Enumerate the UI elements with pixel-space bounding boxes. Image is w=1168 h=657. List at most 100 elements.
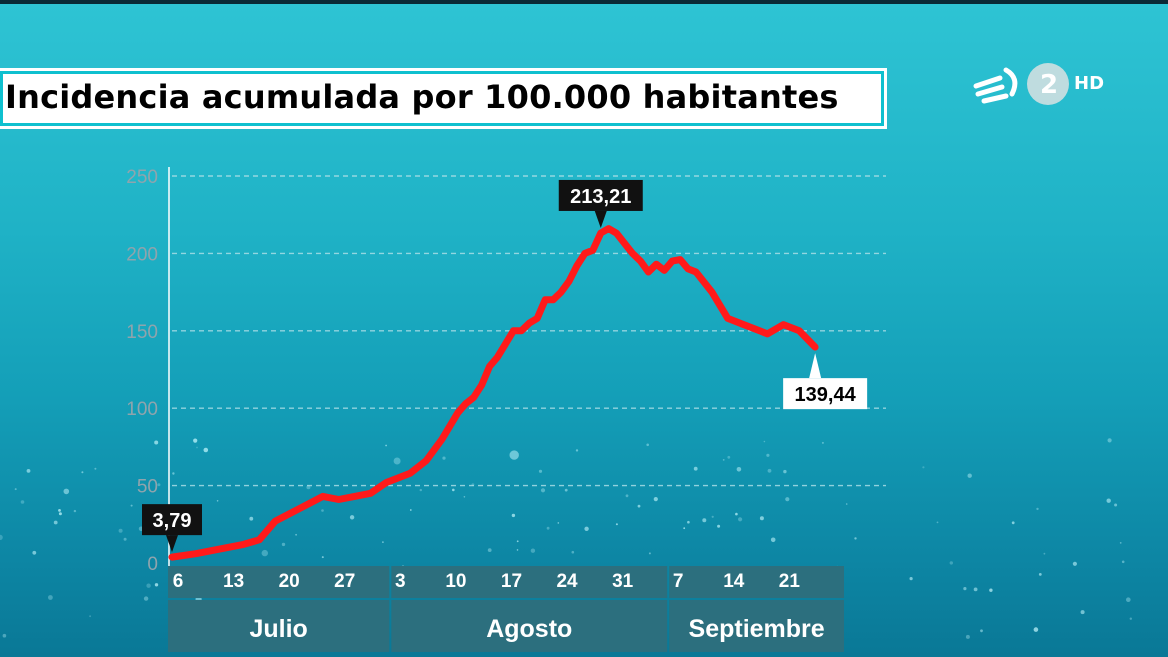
x-tick-band	[391, 566, 668, 598]
particle	[193, 438, 198, 443]
particle	[625, 494, 629, 498]
x-tick-label: 27	[334, 571, 355, 592]
particle	[14, 488, 17, 491]
particle	[385, 444, 387, 447]
particle	[419, 488, 422, 492]
annotation-box	[142, 504, 202, 536]
particle	[546, 526, 550, 530]
particle	[143, 596, 149, 601]
particle	[1080, 610, 1085, 615]
y-tick-label: 0	[147, 554, 158, 575]
month-label: Julio	[249, 615, 307, 643]
particle	[770, 537, 776, 543]
particle	[736, 467, 742, 472]
x-tick-label: 14	[723, 571, 745, 592]
annotation-label: 3,79	[153, 510, 192, 532]
particle	[557, 522, 560, 524]
series-line	[168, 225, 819, 561]
x-tick-label: 17	[501, 571, 522, 592]
month-label: Septiembre	[689, 615, 825, 643]
particle	[767, 468, 772, 473]
particle	[963, 587, 967, 591]
annotation-box	[783, 378, 868, 410]
particle	[58, 509, 61, 512]
particle	[463, 496, 466, 498]
chart-series	[168, 225, 819, 561]
annotation-pointer	[809, 353, 822, 379]
particle	[683, 527, 686, 530]
particle	[936, 521, 939, 524]
channel-number: 2	[1040, 70, 1058, 100]
channel-number-text: 2	[1040, 70, 1058, 100]
chart-title-box: Incidencia acumulada por 100.000 habitan…	[0, 68, 887, 129]
particle	[442, 456, 446, 460]
particle	[980, 629, 983, 633]
eitb-icon	[973, 63, 1069, 105]
x-tick-label: 10	[445, 571, 466, 592]
y-tick-label: 150	[126, 322, 158, 343]
particle	[648, 552, 651, 555]
particle	[73, 509, 77, 513]
y-tick-label: 250	[126, 167, 158, 188]
particle	[48, 595, 53, 600]
x-tick-label: 3	[395, 571, 406, 592]
particle	[26, 469, 31, 473]
particle	[530, 548, 536, 553]
particle	[922, 466, 925, 469]
particle	[53, 520, 58, 525]
particle	[763, 440, 766, 443]
particle	[281, 542, 286, 547]
x-tick-label: 21	[779, 571, 801, 592]
x-tick-band	[168, 566, 390, 598]
x-tick-band	[669, 566, 844, 598]
particle	[965, 634, 970, 639]
particle	[154, 440, 159, 445]
particle	[295, 533, 297, 536]
particle	[845, 503, 848, 505]
particle	[89, 615, 91, 618]
particle	[154, 583, 159, 587]
particle	[94, 467, 97, 470]
particle	[717, 524, 721, 528]
annotation-pointer	[594, 210, 607, 228]
particle	[693, 466, 698, 471]
particle	[783, 469, 787, 474]
chart-annotations: 3,79 213,21 139,44	[142, 179, 868, 553]
particle	[637, 504, 641, 508]
particle	[1106, 498, 1111, 503]
particle	[646, 443, 649, 447]
particle	[967, 473, 972, 478]
particle	[538, 469, 543, 473]
particle	[1114, 503, 1118, 507]
particle	[1033, 627, 1039, 632]
particle	[1038, 573, 1042, 576]
month-label: Agosto	[486, 615, 572, 643]
x-axis-band: Julio Agosto Septiembre 6 13 20 27 3 10 17 24 31 7 14…	[168, 566, 844, 652]
particle	[989, 588, 993, 592]
x-tick-label: 7	[673, 571, 684, 592]
particle	[409, 509, 412, 511]
particle	[2, 633, 7, 638]
x-tick-label: 13	[223, 571, 244, 592]
particle	[172, 472, 175, 475]
particle	[0, 534, 3, 540]
particle	[1011, 521, 1015, 525]
particle	[727, 455, 731, 459]
particle	[203, 447, 209, 453]
particle	[123, 537, 127, 541]
x-tick-label: 20	[279, 571, 300, 592]
particle	[1036, 507, 1039, 511]
particle	[509, 450, 519, 460]
x-tick-label: 24	[556, 571, 578, 592]
particle	[1043, 552, 1046, 555]
particle	[349, 515, 355, 520]
particle	[1129, 617, 1133, 620]
y-tick-label: 50	[137, 477, 158, 498]
y-tick-label: 200	[126, 244, 158, 265]
particle	[196, 446, 198, 449]
month-band	[168, 600, 390, 652]
particle	[909, 577, 913, 581]
particle	[564, 488, 568, 492]
particle	[63, 488, 70, 495]
